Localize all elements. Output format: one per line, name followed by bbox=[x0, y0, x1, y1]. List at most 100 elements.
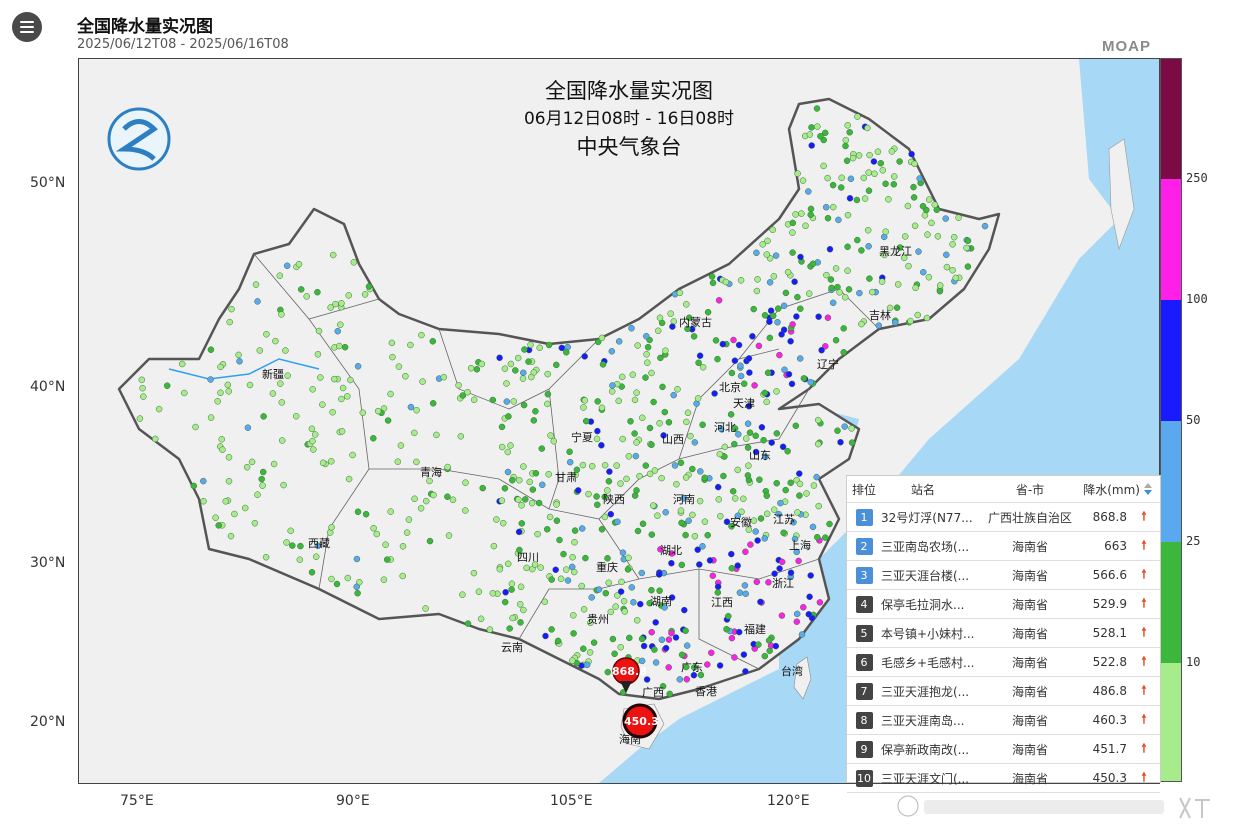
station-dot[interactable] bbox=[740, 651, 748, 658]
station-dot[interactable] bbox=[753, 249, 760, 257]
station-dot[interactable] bbox=[910, 183, 917, 191]
station-dot[interactable] bbox=[943, 263, 951, 271]
station-dot[interactable] bbox=[517, 619, 524, 626]
station-dot[interactable] bbox=[192, 423, 199, 431]
station-dot[interactable] bbox=[222, 498, 229, 505]
station-dot[interactable] bbox=[694, 546, 701, 553]
station-dot[interactable] bbox=[214, 398, 221, 405]
station-dot[interactable] bbox=[542, 632, 549, 640]
station-dot[interactable] bbox=[354, 508, 362, 516]
station-dot[interactable] bbox=[515, 528, 523, 536]
station-dot[interactable] bbox=[699, 363, 707, 371]
station-dot[interactable] bbox=[444, 463, 451, 471]
station-dot[interactable] bbox=[504, 560, 512, 568]
station-dot[interactable] bbox=[646, 599, 653, 607]
station-dot[interactable] bbox=[470, 396, 478, 404]
station-dot[interactable] bbox=[552, 566, 559, 574]
station-dot[interactable] bbox=[328, 458, 335, 465]
station-dot[interactable] bbox=[444, 493, 451, 500]
station-dot[interactable] bbox=[314, 542, 322, 549]
station-dot[interactable] bbox=[407, 403, 415, 411]
station-dot[interactable] bbox=[528, 373, 535, 381]
station-dot[interactable] bbox=[413, 406, 420, 414]
station-dot[interactable] bbox=[411, 429, 418, 437]
station-dot[interactable] bbox=[262, 553, 270, 561]
station-dot[interactable] bbox=[714, 583, 722, 590]
station-dot[interactable] bbox=[656, 314, 664, 322]
station-dot[interactable] bbox=[740, 495, 747, 503]
station-dot[interactable] bbox=[643, 351, 650, 358]
station-dot[interactable] bbox=[712, 337, 720, 344]
station-dot[interactable] bbox=[682, 531, 689, 539]
station-dot[interactable] bbox=[711, 390, 718, 397]
station-dot[interactable] bbox=[715, 496, 723, 503]
station-dot[interactable] bbox=[509, 614, 516, 622]
station-dot[interactable] bbox=[832, 336, 840, 344]
station-dot[interactable] bbox=[797, 305, 804, 312]
station-dot[interactable] bbox=[797, 253, 804, 261]
station-dot[interactable] bbox=[810, 482, 818, 489]
station-dot[interactable] bbox=[699, 543, 706, 550]
station-dot[interactable] bbox=[752, 432, 759, 440]
station-dot[interactable] bbox=[805, 188, 812, 195]
station-dot[interactable] bbox=[580, 645, 587, 652]
station-dot[interactable] bbox=[716, 450, 724, 458]
station-dot[interactable] bbox=[627, 418, 634, 425]
station-dot[interactable] bbox=[714, 589, 722, 596]
station-dot[interactable] bbox=[875, 322, 883, 329]
station-dot[interactable] bbox=[790, 518, 797, 526]
station-dot[interactable] bbox=[462, 507, 469, 514]
station-dot[interactable] bbox=[509, 477, 516, 484]
station-dot[interactable] bbox=[706, 557, 714, 564]
station-dot[interactable] bbox=[829, 181, 837, 189]
station-dot[interactable] bbox=[877, 160, 885, 167]
station-dot[interactable] bbox=[560, 550, 567, 558]
station-dot[interactable] bbox=[354, 363, 362, 370]
station-dot[interactable] bbox=[611, 650, 618, 658]
station-dot[interactable] bbox=[795, 557, 802, 565]
station-dot[interactable] bbox=[607, 608, 615, 616]
station-dot[interactable] bbox=[478, 360, 486, 368]
station-dot[interactable] bbox=[578, 582, 585, 590]
station-dot[interactable] bbox=[433, 431, 440, 439]
station-dot[interactable] bbox=[822, 534, 829, 541]
station-dot[interactable] bbox=[834, 427, 841, 434]
station-dot[interactable] bbox=[791, 278, 798, 285]
station-dot[interactable] bbox=[571, 538, 578, 546]
station-dot[interactable] bbox=[339, 384, 347, 392]
station-dot[interactable] bbox=[244, 424, 252, 431]
station-dot[interactable] bbox=[730, 336, 737, 344]
station-dot[interactable] bbox=[579, 461, 587, 469]
station-dot[interactable] bbox=[729, 488, 737, 495]
station-dot[interactable] bbox=[479, 484, 486, 492]
station-dot[interactable] bbox=[218, 436, 225, 443]
station-dot[interactable] bbox=[774, 318, 781, 326]
station-dot[interactable] bbox=[625, 554, 632, 562]
station-dot[interactable] bbox=[619, 435, 626, 443]
station-dot[interactable] bbox=[419, 378, 426, 385]
station-dot[interactable] bbox=[864, 124, 871, 132]
station-dot[interactable] bbox=[728, 634, 736, 642]
station-dot[interactable] bbox=[813, 533, 821, 541]
station-dot[interactable] bbox=[775, 510, 782, 518]
station-dot[interactable] bbox=[623, 475, 630, 483]
station-dot[interactable] bbox=[459, 392, 467, 399]
station-dot[interactable] bbox=[429, 338, 437, 345]
station-dot[interactable] bbox=[785, 371, 793, 378]
station-dot[interactable] bbox=[656, 587, 663, 594]
station-dot[interactable] bbox=[252, 281, 260, 288]
station-dot[interactable] bbox=[440, 373, 448, 381]
station-dot[interactable] bbox=[505, 413, 512, 420]
station-dot[interactable] bbox=[840, 349, 847, 356]
station-dot[interactable] bbox=[695, 359, 702, 367]
ranking-row[interactable]: 5 本号镇+小妹村... 海南省 528.1 🠕 bbox=[847, 619, 1160, 648]
station-dot[interactable] bbox=[694, 395, 702, 402]
station-dot[interactable] bbox=[861, 195, 869, 202]
station-dot[interactable] bbox=[761, 652, 769, 660]
station-dot[interactable] bbox=[226, 318, 233, 326]
station-dot[interactable] bbox=[498, 443, 506, 451]
station-dot[interactable] bbox=[190, 482, 198, 490]
station-dot[interactable] bbox=[704, 531, 711, 539]
station-dot[interactable] bbox=[582, 554, 589, 562]
station-dot[interactable] bbox=[449, 496, 457, 504]
